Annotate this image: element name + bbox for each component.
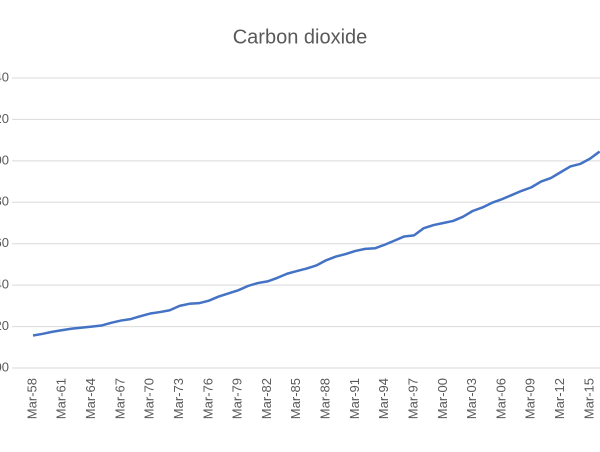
x-tick-label: Mar-64: [83, 378, 98, 419]
y-tick-label: 360: [0, 235, 9, 250]
x-tick-label: Mar-00: [435, 378, 450, 419]
x-tick-label: Mar-67: [112, 378, 127, 419]
x-tick-label: Mar-85: [288, 378, 303, 419]
x-tick-label: Mar-79: [230, 378, 245, 419]
x-tick-label: Mar-03: [464, 378, 479, 419]
x-tick-label: Mar-94: [376, 378, 391, 419]
x-tick-label: Mar-76: [200, 378, 215, 419]
x-tick-label: Mar-73: [171, 378, 186, 419]
x-tick-label: Mar-97: [405, 378, 420, 419]
y-tick-label: 340: [0, 277, 9, 292]
x-tick-label: Mar-58: [24, 378, 39, 419]
x-tick-label: Mar-91: [347, 378, 362, 419]
y-tick-label: 300: [0, 359, 9, 374]
x-tick-label: Mar-88: [318, 378, 333, 419]
x-tick-label: Mar-06: [493, 378, 508, 419]
chart-title: Carbon dioxide: [233, 26, 368, 48]
y-tick-label: 380: [0, 194, 9, 209]
x-tick-label: Mar-61: [54, 378, 69, 419]
y-tick-label: 320: [0, 318, 9, 333]
y-tick-label: 400: [0, 152, 9, 167]
x-tick-label: Mar-09: [523, 378, 538, 419]
x-tick-label: Mar-12: [552, 378, 567, 419]
x-tick-label: Mar-70: [142, 378, 157, 419]
x-tick-label: Mar-15: [581, 378, 596, 419]
x-tick-label: Mar-82: [259, 378, 274, 419]
y-tick-label: 440: [0, 69, 9, 84]
data-line: [32, 150, 600, 337]
y-tick-label: 420: [0, 111, 9, 126]
